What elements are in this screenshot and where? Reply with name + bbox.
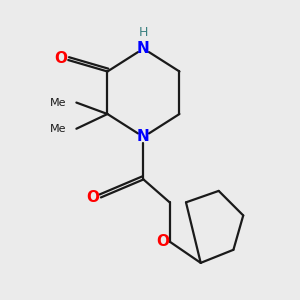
Text: N: N <box>137 41 150 56</box>
Text: N: N <box>137 129 150 144</box>
Text: Me: Me <box>50 124 67 134</box>
Text: O: O <box>55 51 68 66</box>
Text: O: O <box>156 234 169 249</box>
Text: H: H <box>139 26 148 39</box>
Text: O: O <box>86 190 99 205</box>
Text: Me: Me <box>50 98 67 108</box>
